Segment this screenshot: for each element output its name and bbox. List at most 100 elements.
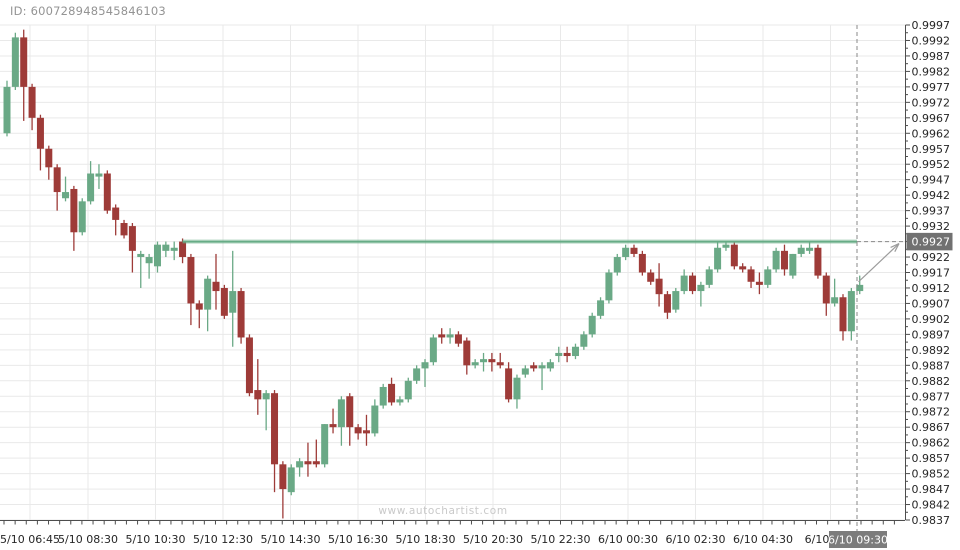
candle-down[interactable]	[329, 408, 337, 434]
candle-down[interactable]	[53, 164, 61, 211]
candle-up[interactable]	[521, 365, 529, 378]
candle-down[interactable]	[254, 359, 262, 415]
candle-up[interactable]	[571, 343, 579, 360]
candle-up[interactable]	[847, 287, 855, 341]
candle-up[interactable]	[11, 32, 19, 90]
candle-down[interactable]	[179, 238, 187, 264]
candle-down[interactable]	[438, 328, 446, 344]
candle-up[interactable]	[262, 390, 270, 431]
candle-up[interactable]	[588, 312, 596, 338]
candle-up[interactable]	[162, 241, 170, 258]
candle-down[interactable]	[822, 272, 830, 316]
candle-down[interactable]	[505, 362, 513, 403]
candle-down[interactable]	[45, 145, 53, 180]
candle-up[interactable]	[62, 176, 70, 202]
candle-down[interactable]	[128, 223, 136, 273]
candle-up[interactable]	[722, 241, 730, 251]
candle-down[interactable]	[354, 424, 362, 440]
candle-down[interactable]	[220, 284, 228, 319]
candle-down[interactable]	[747, 266, 755, 288]
candle-up[interactable]	[705, 266, 713, 288]
candle-up[interactable]	[296, 458, 304, 477]
candle-up[interactable]	[764, 266, 772, 288]
candle-up[interactable]	[597, 297, 605, 319]
candle-up[interactable]	[580, 331, 588, 350]
candle-down[interactable]	[488, 352, 496, 372]
candle-up[interactable]	[789, 253, 797, 279]
candle-up[interactable]	[471, 359, 479, 369]
candle-down[interactable]	[120, 219, 128, 239]
candle-up[interactable]	[321, 424, 329, 468]
candle-up[interactable]	[772, 247, 780, 273]
candle-down[interactable]	[28, 83, 36, 131]
candle-up[interactable]	[446, 328, 454, 344]
candle-up[interactable]	[204, 275, 212, 332]
candle-down[interactable]	[212, 253, 220, 310]
candle-down[interactable]	[195, 300, 203, 329]
candle-up[interactable]	[413, 365, 421, 384]
candle-up[interactable]	[170, 241, 178, 261]
candle-down[interactable]	[780, 244, 788, 276]
candle-down[interactable]	[638, 250, 646, 276]
candle-up[interactable]	[797, 244, 805, 258]
candle-up[interactable]	[229, 250, 237, 347]
candle-down[interactable]	[362, 414, 370, 446]
candle-up[interactable]	[538, 362, 546, 391]
candle-down[interactable]	[279, 461, 287, 519]
candle-down[interactable]	[814, 244, 822, 279]
candle-down[interactable]	[237, 287, 245, 344]
candle-down[interactable]	[304, 442, 312, 477]
candle-up[interactable]	[605, 269, 613, 304]
candle-up[interactable]	[371, 399, 379, 437]
candle-up[interactable]	[404, 377, 412, 403]
candle-up[interactable]	[831, 278, 839, 307]
candle-down[interactable]	[112, 204, 120, 236]
candle-up[interactable]	[145, 253, 153, 279]
candle-up[interactable]	[856, 275, 864, 295]
candle-down[interactable]	[530, 362, 538, 372]
candle-up[interactable]	[287, 464, 295, 496]
candle-down[interactable]	[70, 185, 78, 251]
candle-down[interactable]	[655, 263, 663, 307]
candle-up[interactable]	[379, 383, 387, 409]
candle-up[interactable]	[513, 374, 521, 409]
candle-down[interactable]	[563, 346, 571, 363]
candle-down[interactable]	[689, 272, 697, 295]
candle-down[interactable]	[663, 291, 671, 319]
candle-down[interactable]	[496, 352, 504, 369]
candle-down[interactable]	[388, 377, 396, 406]
candle-up[interactable]	[137, 250, 145, 288]
candle-down[interactable]	[187, 253, 195, 326]
candle-down[interactable]	[312, 439, 320, 468]
candle-up[interactable]	[622, 244, 630, 261]
candle-down[interactable]	[245, 334, 253, 397]
candle-up[interactable]	[555, 346, 563, 363]
candle-up[interactable]	[480, 352, 488, 372]
candle-down[interactable]	[630, 244, 638, 258]
candle-down[interactable]	[346, 393, 354, 446]
candle-down[interactable]	[271, 390, 279, 493]
candle-up[interactable]	[87, 161, 95, 205]
candle-down[interactable]	[36, 114, 44, 171]
candle-down[interactable]	[739, 263, 747, 273]
candle-down[interactable]	[839, 294, 847, 341]
candle-up[interactable]	[613, 253, 621, 276]
candle-down[interactable]	[103, 170, 111, 214]
candle-up[interactable]	[429, 334, 437, 366]
candle-up[interactable]	[546, 359, 554, 372]
candle-down[interactable]	[20, 29, 28, 121]
candle-up[interactable]	[714, 241, 722, 273]
candle-up[interactable]	[421, 359, 429, 387]
candle-down[interactable]	[647, 269, 655, 285]
candle-up[interactable]	[806, 241, 814, 254]
candle-up[interactable]	[337, 396, 345, 446]
candle-up[interactable]	[153, 241, 161, 273]
candle-up[interactable]	[697, 281, 705, 307]
candle-down[interactable]	[755, 272, 763, 295]
candle-up[interactable]	[78, 198, 86, 236]
candle-down[interactable]	[454, 331, 462, 347]
candle-down[interactable]	[463, 337, 471, 375]
candle-down[interactable]	[730, 241, 738, 270]
candle-up[interactable]	[3, 80, 11, 137]
